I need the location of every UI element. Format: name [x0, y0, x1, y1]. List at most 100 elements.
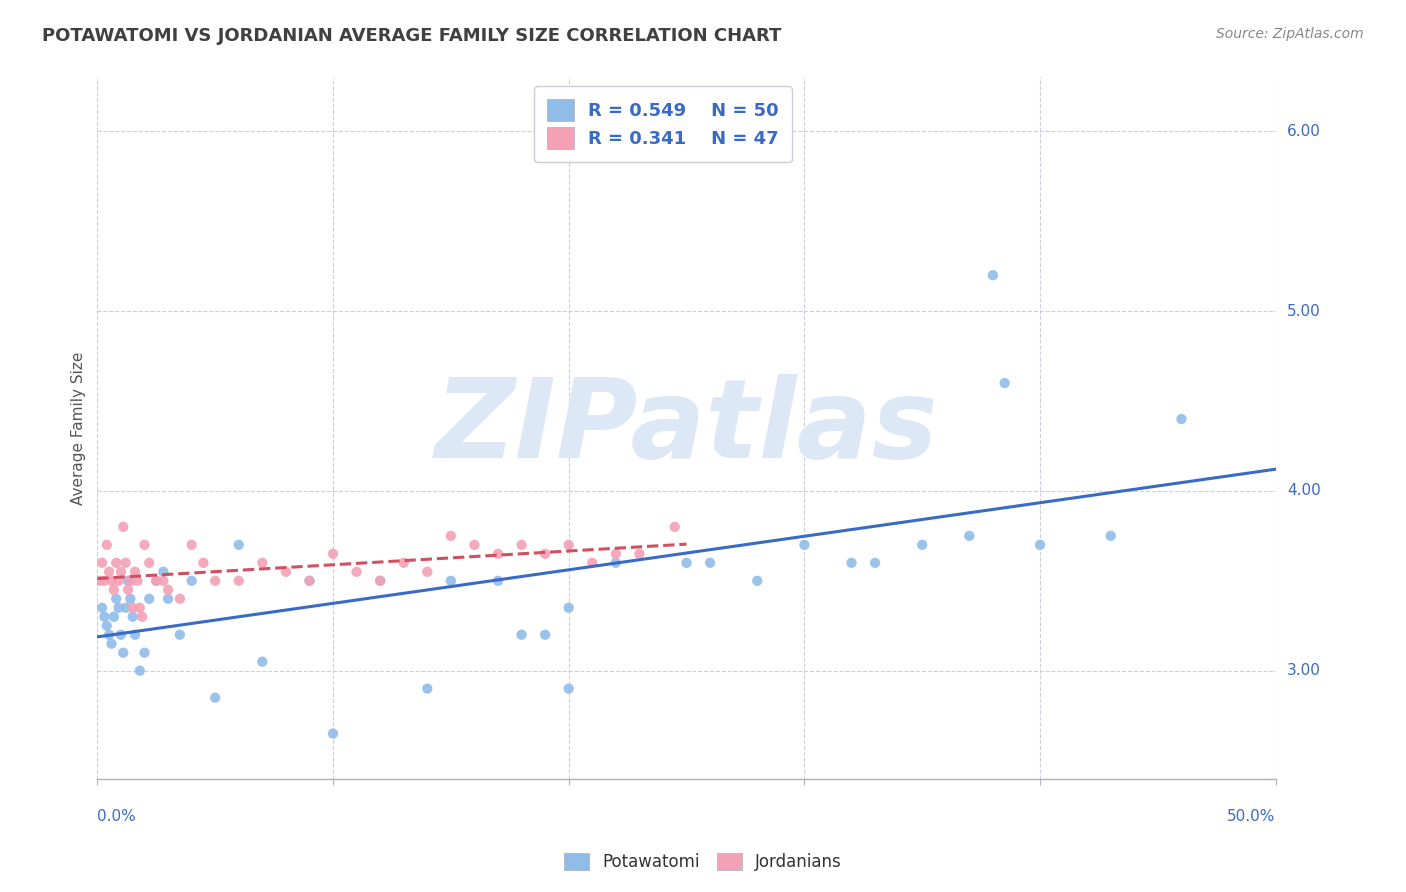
Point	[112, 646, 135, 660]
Point	[557, 600, 579, 615]
Point	[157, 582, 180, 597]
Point	[322, 547, 344, 561]
Point	[664, 520, 686, 534]
Point	[131, 609, 153, 624]
Point	[298, 574, 321, 588]
Point	[117, 574, 139, 588]
Point	[994, 376, 1017, 390]
Text: 5.00: 5.00	[1286, 303, 1320, 318]
Point	[486, 547, 509, 561]
Point	[298, 574, 321, 588]
Point	[440, 574, 463, 588]
Point	[605, 556, 627, 570]
Point	[127, 574, 149, 588]
Point	[134, 538, 156, 552]
Text: Source: ZipAtlas.com: Source: ZipAtlas.com	[1216, 27, 1364, 41]
Text: 50.0%: 50.0%	[1227, 809, 1275, 824]
Point	[911, 538, 934, 552]
Point	[100, 637, 122, 651]
Point	[557, 538, 579, 552]
Point	[89, 574, 111, 588]
Point	[193, 556, 215, 570]
Point	[981, 268, 1004, 283]
Point	[112, 520, 135, 534]
Point	[368, 574, 391, 588]
Text: POTAWATOMI VS JORDANIAN AVERAGE FAMILY SIZE CORRELATION CHART: POTAWATOMI VS JORDANIAN AVERAGE FAMILY S…	[42, 27, 782, 45]
Point	[169, 628, 191, 642]
Point	[121, 600, 143, 615]
Point	[534, 547, 557, 561]
Point	[204, 574, 226, 588]
Point	[957, 529, 980, 543]
Point	[581, 556, 603, 570]
Point	[114, 600, 136, 615]
Legend: Potawatomi, Jordanians: Potawatomi, Jordanians	[555, 845, 851, 880]
Point	[96, 538, 118, 552]
Point	[121, 609, 143, 624]
Point	[1099, 529, 1122, 543]
Point	[120, 591, 142, 606]
Point	[152, 565, 174, 579]
Point	[169, 591, 191, 606]
Point	[180, 538, 202, 552]
Point	[100, 574, 122, 588]
Point	[110, 565, 132, 579]
Point	[675, 556, 697, 570]
Point	[128, 600, 150, 615]
Point	[1029, 538, 1052, 552]
Point	[346, 565, 368, 579]
Point	[416, 681, 439, 696]
Point	[392, 556, 415, 570]
Point	[180, 574, 202, 588]
Point	[114, 556, 136, 570]
Point	[91, 556, 114, 570]
Point	[117, 582, 139, 597]
Point	[252, 556, 274, 570]
Point	[124, 565, 146, 579]
Point	[1170, 412, 1192, 426]
Point	[105, 591, 128, 606]
Point	[103, 609, 125, 624]
Point	[747, 574, 769, 588]
Point	[98, 628, 121, 642]
Point	[486, 574, 509, 588]
Point	[252, 655, 274, 669]
Point	[274, 565, 297, 579]
Point	[228, 574, 250, 588]
Text: 6.00: 6.00	[1286, 124, 1320, 139]
Point	[110, 628, 132, 642]
Point	[534, 628, 557, 642]
Point	[93, 609, 115, 624]
Point	[793, 538, 815, 552]
Point	[157, 591, 180, 606]
Point	[138, 591, 160, 606]
Point	[128, 664, 150, 678]
Point	[134, 646, 156, 660]
Point	[841, 556, 863, 570]
Point	[107, 574, 129, 588]
Point	[440, 529, 463, 543]
Point	[103, 582, 125, 597]
Point	[105, 556, 128, 570]
Point	[699, 556, 721, 570]
Point	[138, 556, 160, 570]
Point	[124, 628, 146, 642]
Y-axis label: Average Family Size: Average Family Size	[72, 351, 86, 505]
Point	[628, 547, 651, 561]
Legend: R = 0.549    N = 50, R = 0.341    N = 47: R = 0.549 N = 50, R = 0.341 N = 47	[534, 87, 792, 162]
Point	[152, 574, 174, 588]
Point	[510, 628, 533, 642]
Point	[463, 538, 485, 552]
Point	[93, 574, 115, 588]
Point	[107, 600, 129, 615]
Point	[98, 565, 121, 579]
Text: 3.00: 3.00	[1286, 663, 1320, 678]
Point	[145, 574, 167, 588]
Text: ZIPatlas: ZIPatlas	[434, 375, 938, 482]
Point	[145, 574, 167, 588]
Point	[416, 565, 439, 579]
Point	[510, 538, 533, 552]
Point	[863, 556, 886, 570]
Text: 4.00: 4.00	[1286, 483, 1320, 499]
Point	[605, 547, 627, 561]
